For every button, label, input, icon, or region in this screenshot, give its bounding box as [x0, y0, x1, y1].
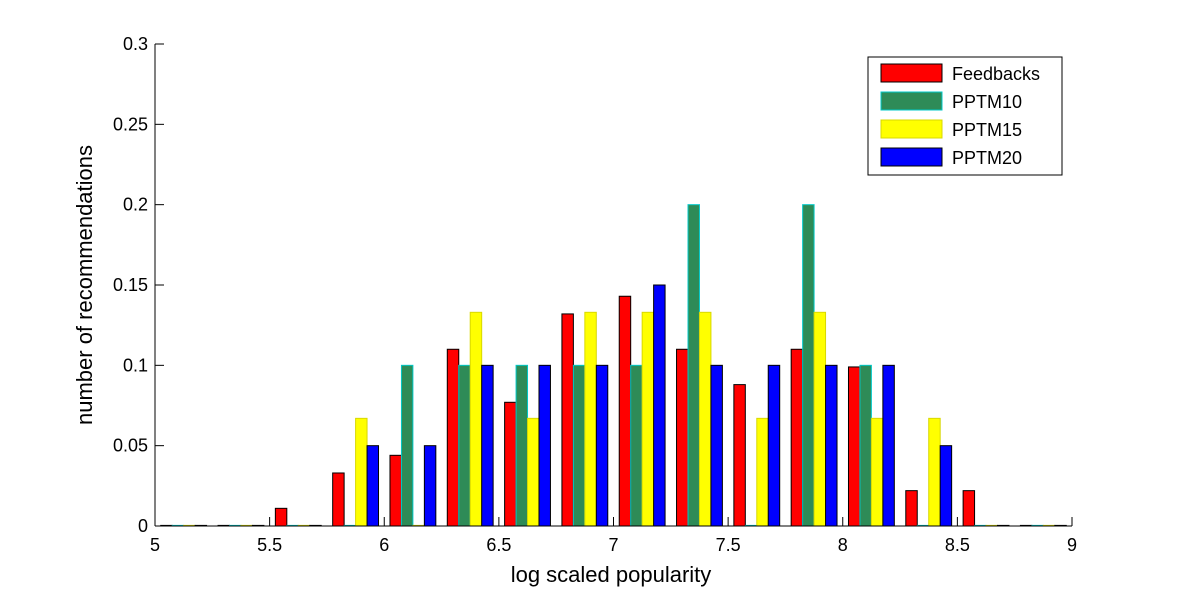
- legend-label-pptm15: PPTM15: [952, 120, 1022, 140]
- legend-label-feedbacks: Feedbacks: [952, 64, 1040, 84]
- x-axis-label: log scaled popularity: [511, 562, 712, 587]
- x-tick-label: 7: [608, 535, 618, 555]
- y-tick-label: 0.25: [113, 114, 148, 134]
- legend-swatch-pptm10: [880, 91, 943, 111]
- bar-pptm10: [802, 204, 815, 527]
- y-tick-label: 0: [138, 516, 148, 536]
- bar-pptm15: [813, 311, 827, 527]
- bar-pptm10: [458, 364, 471, 527]
- legend-swatch-pptm15: [880, 119, 943, 139]
- bar-pptm20: [481, 364, 494, 527]
- x-tick-label: 5.5: [257, 535, 282, 555]
- x-tick-label: 5: [150, 535, 160, 555]
- y-axis-label: number of recommendations: [72, 145, 97, 425]
- x-tick-label: 6.5: [486, 535, 511, 555]
- bar-feedbacks: [962, 490, 976, 527]
- y-tick-label: 0.15: [113, 275, 148, 295]
- x-tick-label: 9: [1067, 535, 1077, 555]
- legend-label-pptm20: PPTM20: [952, 148, 1022, 168]
- bar-feedbacks: [332, 472, 345, 527]
- y-tick-label: 0.3: [123, 34, 148, 54]
- legend-swatch-feedbacks: [880, 63, 943, 83]
- x-tick-label: 6: [379, 535, 389, 555]
- bar-feedbacks: [905, 490, 918, 527]
- x-tick-label: 8: [838, 535, 848, 555]
- x-tick-label: 8.5: [945, 535, 970, 555]
- bar-pptm10: [515, 364, 529, 527]
- bar-feedbacks: [733, 384, 746, 527]
- bar-pptm10: [859, 364, 872, 527]
- bar-feedbacks: [618, 295, 632, 527]
- bar-pptm15: [641, 311, 655, 527]
- bar-feedbacks: [389, 454, 402, 527]
- bar-pptm15: [928, 417, 941, 527]
- legend: Feedbacks PPTM10 PPTM15 PPTM20: [867, 56, 1063, 176]
- legend-swatch-pptm20: [880, 147, 943, 167]
- bar-feedbacks: [446, 348, 460, 527]
- bar-pptm20: [825, 364, 838, 527]
- bar-pptm10: [572, 364, 586, 527]
- bar-pptm20: [939, 445, 953, 527]
- y-tick-label: 0.05: [113, 436, 148, 456]
- bar-pptm20: [653, 284, 666, 527]
- bar-pptm15: [584, 311, 597, 527]
- y-tick-label: 0.1: [123, 355, 148, 375]
- bar-feedbacks: [676, 348, 689, 527]
- bar-pptm20: [423, 445, 437, 527]
- axes: 5 5.5 6 6.5 7 7.5 8 8.5 9 0 0.05 0.1 0.15 0.2 0.25 0.3: [113, 34, 1077, 555]
- bar-pptm15: [698, 311, 712, 527]
- bar-feedbacks: [504, 401, 517, 527]
- bar-feedbacks: [561, 313, 574, 527]
- y-tick-label: 0.2: [123, 195, 148, 215]
- bar-pptm20: [538, 364, 551, 527]
- bar-pptm15: [756, 417, 769, 527]
- bar-pptm10: [630, 364, 643, 527]
- legend-label-pptm10: PPTM10: [952, 92, 1022, 112]
- bar-feedbacks: [847, 366, 861, 527]
- bar-pptm20: [366, 445, 380, 527]
- bar-feedbacks: [274, 507, 288, 527]
- bar-pptm10: [687, 204, 700, 527]
- bar-pptm15: [469, 311, 483, 527]
- bar-pptm15: [870, 417, 884, 527]
- bar-pptm15: [355, 417, 368, 527]
- bar-pptm20: [710, 364, 723, 527]
- bar-pptm15: [527, 417, 540, 527]
- bar-pptm20: [767, 364, 781, 527]
- bar-pptm20: [595, 364, 609, 527]
- bar-pptm10: [400, 364, 414, 527]
- x-tick-label: 7.5: [716, 535, 741, 555]
- bar-feedbacks: [790, 348, 804, 527]
- bar-pptm20: [882, 364, 895, 527]
